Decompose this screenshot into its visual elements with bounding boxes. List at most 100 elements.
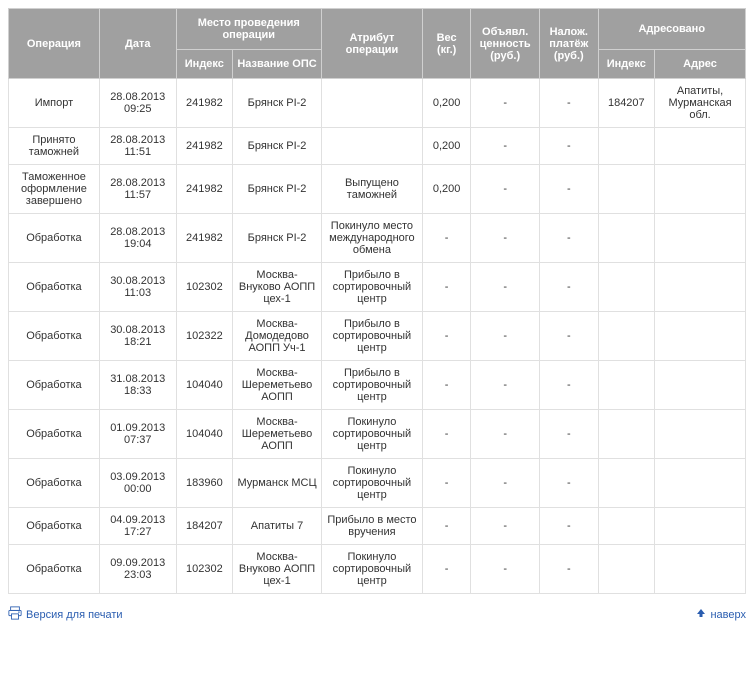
print-version-label: Версия для печати: [26, 609, 123, 621]
th-attribute: Атрибут операции: [321, 9, 422, 79]
cell-index: 102302: [176, 545, 233, 594]
cell-weight: -: [422, 545, 470, 594]
cell-operation: Обработка: [9, 263, 100, 312]
cell-index: 241982: [176, 165, 233, 214]
cell-addr-index: [598, 410, 655, 459]
cell-operation: Таможенное оформление завершено: [9, 165, 100, 214]
cell-addr-index: [598, 165, 655, 214]
cell-attribute: Покинуло сортировочный центр: [321, 545, 422, 594]
cell-declared-value: -: [471, 508, 540, 545]
th-operation: Операция: [9, 9, 100, 79]
th-declared-value: Объявл. ценность (руб.): [471, 9, 540, 79]
cell-weight: -: [422, 312, 470, 361]
cell-index: 184207: [176, 508, 233, 545]
cell-declared-value: -: [471, 79, 540, 128]
th-date: Дата: [99, 9, 176, 79]
cell-declared-value: -: [471, 128, 540, 165]
cell-ops: Брянск PI-2: [233, 128, 322, 165]
cell-ops: Брянск PI-2: [233, 165, 322, 214]
cell-declared-value: -: [471, 263, 540, 312]
cell-date: 30.08.2013 18:21: [99, 312, 176, 361]
back-to-top-link[interactable]: наверх: [696, 608, 746, 621]
cell-operation: Импорт: [9, 79, 100, 128]
cell-declared-value: -: [471, 545, 540, 594]
cell-index: 183960: [176, 459, 233, 508]
table-row: Таможенное оформление завершено28.08.201…: [9, 165, 746, 214]
cell-ops: Москва-Шереметьево АОПП: [233, 361, 322, 410]
th-ops-name: Название ОПС: [233, 50, 322, 79]
cell-addr: [655, 361, 746, 410]
cell-addr: [655, 410, 746, 459]
cell-weight: -: [422, 361, 470, 410]
cell-ops: Москва-Домодедово АОПП Уч-1: [233, 312, 322, 361]
cell-weight: -: [422, 410, 470, 459]
cell-cod: -: [540, 165, 599, 214]
cell-declared-value: -: [471, 214, 540, 263]
cell-attribute: Покинуло место международного обмена: [321, 214, 422, 263]
cell-attribute: Прибыло в сортировочный центр: [321, 263, 422, 312]
cell-date: 31.08.2013 18:33: [99, 361, 176, 410]
cell-cod: -: [540, 312, 599, 361]
th-location-group: Место проведения операции: [176, 9, 321, 50]
cell-weight: -: [422, 508, 470, 545]
cell-date: 04.09.2013 17:27: [99, 508, 176, 545]
table-row: Обработка09.09.2013 23:03102302Москва-Вн…: [9, 545, 746, 594]
cell-addr-index: [598, 361, 655, 410]
cell-attribute: Прибыло в сортировочный центр: [321, 361, 422, 410]
footer-bar: Версия для печати наверх: [8, 606, 746, 623]
cell-attribute: Выпущено таможней: [321, 165, 422, 214]
cell-cod: -: [540, 214, 599, 263]
cell-cod: -: [540, 79, 599, 128]
cell-cod: -: [540, 263, 599, 312]
cell-operation: Обработка: [9, 545, 100, 594]
cell-weight: 0,200: [422, 79, 470, 128]
table-row: Обработка28.08.2013 19:04241982Брянск PI…: [9, 214, 746, 263]
cell-addr-index: [598, 214, 655, 263]
cell-date: 30.08.2013 11:03: [99, 263, 176, 312]
cell-date: 28.08.2013 11:57: [99, 165, 176, 214]
cell-addr-index: [598, 263, 655, 312]
th-addr-index: Индекс: [598, 50, 655, 79]
cell-addr: [655, 508, 746, 545]
table-row: Обработка04.09.2013 17:27184207Апатиты 7…: [9, 508, 746, 545]
cell-operation: Обработка: [9, 214, 100, 263]
cell-cod: -: [540, 545, 599, 594]
cell-operation: Обработка: [9, 312, 100, 361]
th-addressed-group: Адресовано: [598, 9, 745, 50]
cell-ops: Москва-Внуково АОПП цех-1: [233, 545, 322, 594]
cell-declared-value: -: [471, 165, 540, 214]
cell-addr: [655, 545, 746, 594]
cell-addr: [655, 214, 746, 263]
cell-addr: [655, 312, 746, 361]
table-row: Обработка30.08.2013 18:21102322Москва-До…: [9, 312, 746, 361]
cell-weight: -: [422, 263, 470, 312]
cell-cod: -: [540, 459, 599, 508]
th-index: Индекс: [176, 50, 233, 79]
arrow-up-icon: [696, 608, 706, 621]
th-cod: Налож. платёж (руб.): [540, 9, 599, 79]
cell-weight: 0,200: [422, 165, 470, 214]
cell-declared-value: -: [471, 459, 540, 508]
cell-weight: 0,200: [422, 128, 470, 165]
cell-operation: Принято таможней: [9, 128, 100, 165]
cell-ops: Брянск PI-2: [233, 79, 322, 128]
cell-addr: [655, 263, 746, 312]
cell-date: 09.09.2013 23:03: [99, 545, 176, 594]
cell-index: 104040: [176, 410, 233, 459]
cell-addr-index: [598, 508, 655, 545]
table-row: Импорт28.08.2013 09:25241982Брянск PI-20…: [9, 79, 746, 128]
cell-declared-value: -: [471, 361, 540, 410]
cell-attribute: Прибыло в сортировочный центр: [321, 312, 422, 361]
th-weight: Вес (кг.): [422, 9, 470, 79]
cell-declared-value: -: [471, 410, 540, 459]
cell-addr: [655, 128, 746, 165]
cell-addr-index: [598, 128, 655, 165]
cell-date: 28.08.2013 11:51: [99, 128, 176, 165]
cell-attribute: [321, 79, 422, 128]
tracking-table: Операция Дата Место проведения операции …: [8, 8, 746, 594]
cell-index: 102302: [176, 263, 233, 312]
cell-addr: [655, 165, 746, 214]
print-version-link[interactable]: Версия для печати: [8, 606, 123, 623]
cell-weight: -: [422, 459, 470, 508]
cell-date: 01.09.2013 07:37: [99, 410, 176, 459]
